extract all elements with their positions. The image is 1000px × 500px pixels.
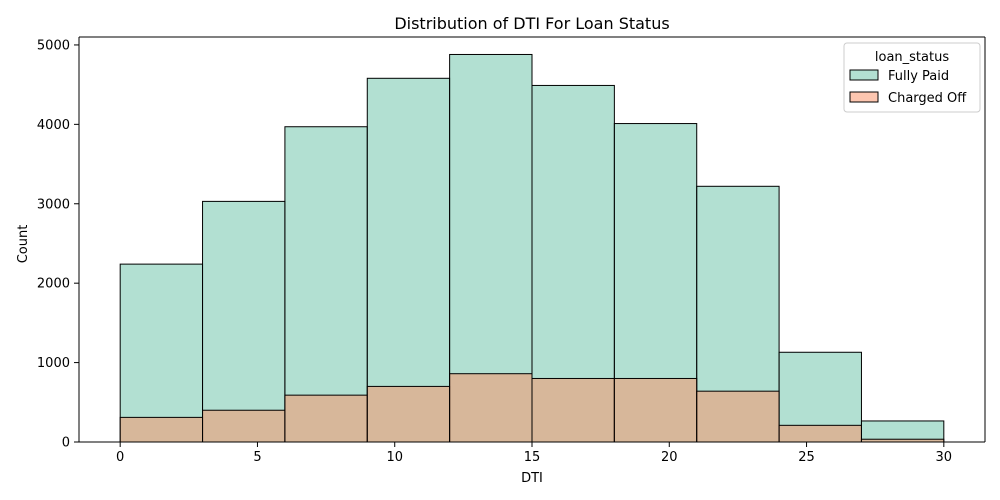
x-tick-label-15: 15 bbox=[524, 450, 541, 465]
y-axis-label: Count bbox=[16, 225, 31, 264]
x-tick-label-0: 0 bbox=[116, 450, 124, 465]
y-tick-label-0: 0 bbox=[62, 436, 70, 451]
axes-layer: 0 5 10 15 20 25 30 0 1000 2000 3000 4000 5000 bbox=[37, 36, 986, 465]
y-tick-label-5000: 5000 bbox=[37, 38, 70, 53]
x-axis-label: DTI bbox=[521, 471, 543, 486]
legend-label-charged-off: Charged Off bbox=[888, 91, 967, 106]
bars-layer bbox=[119, 53, 945, 443]
x-tick-label-10: 10 bbox=[386, 450, 403, 465]
bar-fully-paid-1 bbox=[202, 200, 286, 443]
bar-charged-off-2 bbox=[284, 394, 368, 443]
x-tick-label-30: 30 bbox=[936, 450, 953, 465]
bar-charged-off-8 bbox=[778, 424, 862, 443]
legend-swatch-charged-off bbox=[849, 91, 879, 103]
bar-fully-paid-3 bbox=[366, 77, 451, 443]
bar-fully-paid-0 bbox=[119, 263, 204, 443]
bar-charged-off-6 bbox=[613, 377, 698, 443]
y-tick-label-2000: 2000 bbox=[37, 277, 70, 292]
legend-swatch-fully-paid bbox=[849, 69, 879, 81]
bar-charged-off-4 bbox=[449, 373, 533, 443]
y-tick-label-3000: 3000 bbox=[37, 197, 70, 212]
legend-label-fully-paid: Fully Paid bbox=[888, 69, 949, 84]
bar-charged-off-7 bbox=[696, 390, 780, 443]
legend-title: loan_status bbox=[875, 50, 949, 65]
bar-charged-off-5 bbox=[531, 377, 615, 443]
bar-fully-paid-2 bbox=[284, 126, 368, 443]
legend: loan_status Fully Paid Charged Off bbox=[843, 42, 981, 113]
chart-title: Distribution of DTI For Loan Status bbox=[394, 14, 669, 33]
y-tick-label-1000: 1000 bbox=[37, 356, 70, 371]
bar-charged-off-3 bbox=[366, 385, 451, 443]
x-tick-label-20: 20 bbox=[661, 450, 678, 465]
bar-charged-off-0 bbox=[119, 416, 204, 443]
y-tick-label-4000: 4000 bbox=[37, 118, 70, 133]
bar-charged-off-1 bbox=[202, 409, 286, 443]
x-tick-label-5: 5 bbox=[253, 450, 261, 465]
x-tick-label-25: 25 bbox=[798, 450, 815, 465]
